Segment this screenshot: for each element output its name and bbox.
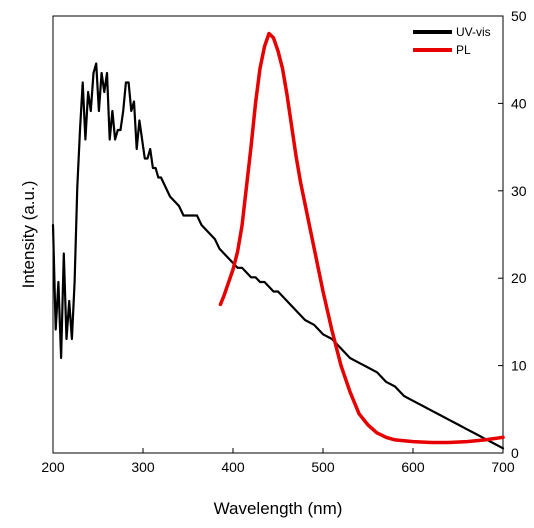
series-line-uv-vis xyxy=(51,62,505,450)
x-tick-label: 200 xyxy=(41,459,65,475)
x-tick-label: 300 xyxy=(131,459,155,475)
x-axis-title: Wavelength (nm) xyxy=(214,499,343,518)
y2-tick-label: 0 xyxy=(511,445,519,461)
x-tick-label: 400 xyxy=(221,459,245,475)
series-line-pl xyxy=(218,31,505,445)
x-tick-label: 500 xyxy=(311,459,335,475)
legend-label: PL xyxy=(456,43,471,57)
legend-label: UV-vis xyxy=(456,25,491,39)
y-axis-title: Intensity (a.u.) xyxy=(19,181,38,289)
y2-tick-label: 20 xyxy=(511,270,527,286)
x-axis: 200 300 400 500 600 700 xyxy=(41,448,515,475)
x-tick-label: 600 xyxy=(401,459,425,475)
plot-area-frame xyxy=(52,15,504,454)
y2-tick-label: 10 xyxy=(511,358,527,374)
y2-tick-label: 30 xyxy=(511,183,527,199)
x-tick-label: 700 xyxy=(491,459,515,475)
y2-tick-label: 50 xyxy=(511,8,527,24)
y2-tick-label: 40 xyxy=(511,95,527,111)
legend: UV-vis PL xyxy=(413,25,491,57)
series-lines xyxy=(51,31,505,450)
right-y-axis: 0 10 20 30 40 50 xyxy=(498,8,527,461)
